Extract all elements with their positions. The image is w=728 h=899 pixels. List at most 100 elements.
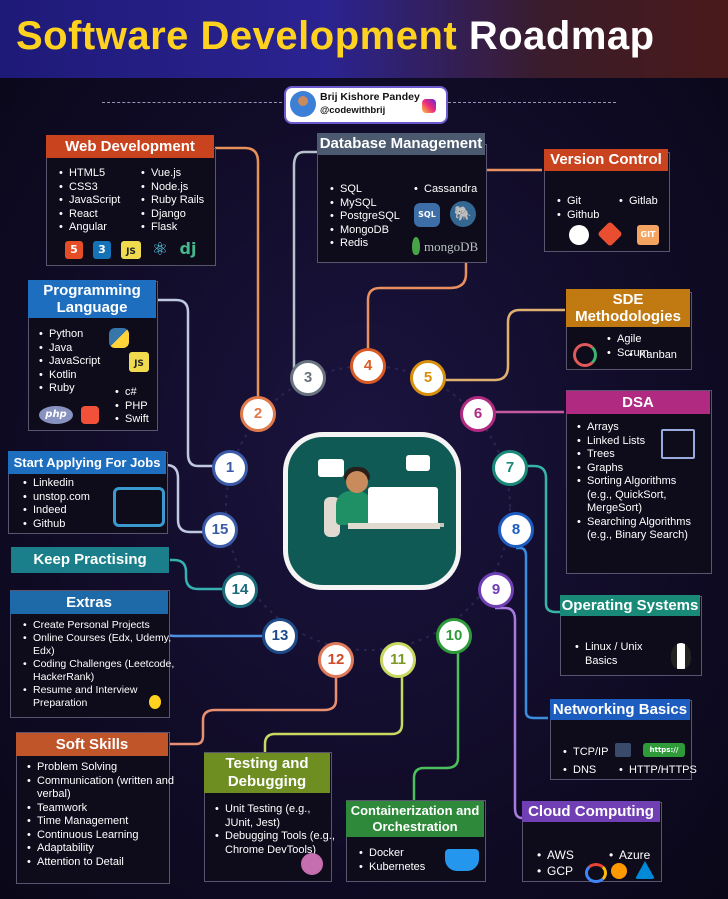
list-item: Kubernetes [359, 861, 425, 875]
list-item: Graphs [577, 462, 699, 476]
testing-debugging-card: Testing and Debugging Unit Testing (e.g.… [204, 752, 335, 882]
sde-methodologies-card: SDE Methodologies Agile Scrum Kanban [566, 289, 692, 370]
list-item: Searching Algorithms (e.g., Binary Searc… [577, 516, 699, 543]
list-item: Java [39, 342, 100, 356]
mongodb-leaf-icon [412, 237, 420, 255]
list-item: Vue.js [141, 167, 204, 181]
step-9: 9 [478, 572, 514, 608]
cloud-list-col2: Azure [605, 847, 650, 863]
web-list-col1: HTML5 CSS3 JavaScript React Angular [55, 167, 120, 235]
list-item: MongoDB [330, 224, 400, 238]
desk [348, 523, 440, 529]
developer-body [336, 491, 372, 525]
networking-basics-card: Networking Basics TCP/IP DNS HTTP/HTTPS … [550, 699, 697, 780]
gcp-icon [585, 863, 607, 883]
step-4: 4 [350, 348, 386, 384]
database-management-title: Database Management [317, 133, 485, 155]
containerization-card: Containerization and Orchestration Docke… [346, 800, 486, 882]
react-icon: ⚛ [151, 239, 169, 260]
list-item: Create Personal Projects [23, 619, 177, 632]
list-item: Kanban [629, 349, 677, 363]
database-management-card: Database Management SQL MySQL PostgreSQL… [317, 133, 487, 263]
list-item: GCP [537, 863, 574, 879]
laptop-icon [368, 487, 438, 525]
networking-basics-title: Networking Basics [550, 699, 690, 720]
list-item: React [59, 208, 120, 222]
list-item: Github [23, 518, 90, 532]
avatar [290, 91, 316, 117]
step-10: 10 [436, 618, 472, 654]
code-window-icon [406, 455, 430, 471]
azure-icon [635, 861, 655, 879]
list-item: Github [557, 209, 600, 223]
title-bar: Software Development Roadmap [0, 0, 728, 78]
aws-icon [611, 863, 627, 879]
list-item: MySQL [330, 197, 400, 211]
list-item: Redis [330, 237, 400, 251]
git-file-icon: GIT [637, 225, 659, 245]
extras-title: Extras [10, 591, 168, 614]
javascript-icon: JS [129, 352, 149, 372]
list-item: Problem Solving [27, 761, 177, 775]
step-13: 13 [262, 618, 298, 654]
list-item: PHP [115, 400, 149, 414]
title-part1: Software Development [16, 14, 458, 58]
soft-skills-card: Soft Skills Problem Solving Communicatio… [16, 732, 174, 884]
center-illustration [283, 432, 461, 590]
list-item: Time Management [27, 815, 177, 829]
author-handle: @codewithbrij [320, 105, 386, 116]
mongodb-logo: mongoDB [424, 239, 479, 254]
version-control-title: Version Control [544, 149, 668, 171]
title-part2: Roadmap [468, 14, 655, 58]
db-list-col2: Cassandra [410, 183, 477, 197]
list-item: DNS [563, 761, 608, 779]
prog-list-col1: Python Java JavaScript Kotlin Ruby [35, 328, 100, 396]
db-list-col1: SQL MySQL PostgreSQL MongoDB Redis [326, 183, 400, 251]
list-item: Ruby Rails [141, 194, 204, 208]
web-development-card: Web Development HTML5 CSS3 JavaScript Re… [46, 135, 216, 266]
list-item: CSS3 [59, 181, 120, 195]
list-item: Debugging Tools (e.g., Chrome DevTools) [215, 830, 337, 857]
list-item: Sorting Algorithms (e.g., QuickSort, Mer… [577, 475, 699, 516]
step-12: 12 [318, 642, 354, 678]
list-item: Angular [59, 221, 120, 235]
page-title: Software Development Roadmap [16, 14, 655, 59]
vc-list-col1: Git Github [553, 195, 600, 223]
jobs-list: Linkedin unstop.com Indeed Github [19, 477, 90, 531]
step-2: 2 [240, 396, 276, 432]
net-list-col1: TCP/IP DNS [559, 743, 609, 779]
list-item: HTML5 [59, 167, 120, 181]
prog-list-col2: c# PHP Swift [111, 386, 149, 427]
testing-debugging-title: Testing and Debugging [204, 753, 330, 793]
vc-list-col2: Gitlab [615, 195, 658, 209]
list-item: Python [39, 328, 100, 342]
list-item: Teamwork [27, 802, 177, 816]
divider-right [448, 102, 616, 103]
css3-icon: 3 [93, 241, 111, 259]
step-6: 6 [460, 396, 496, 432]
list-item: JavaScript [39, 355, 100, 369]
list-item: SQL [330, 183, 400, 197]
list-item: Agile [607, 333, 642, 347]
soft-skills-title: Soft Skills [16, 733, 168, 756]
step-15: 15 [202, 512, 238, 548]
step-3: 3 [290, 360, 326, 396]
list-item: Linked Lists [577, 435, 699, 449]
list-item: Coding Challenges (Leetcode, HackerRank) [23, 658, 177, 684]
list-item: Communication (written and verbal) [27, 775, 177, 802]
list-item: Git [557, 195, 599, 209]
list-item: Unit Testing (e.g., JUnit, Jest) [215, 803, 337, 830]
data-structures-icon [661, 429, 695, 459]
network-router-icon [615, 743, 631, 757]
list-item: Django [141, 208, 204, 222]
python-icon [109, 328, 129, 348]
list-item: Gitlab [619, 195, 658, 209]
operating-systems-title: Operating Systems [560, 595, 700, 616]
list-item: Attention to Detail [27, 856, 177, 870]
list-item: Azure [609, 847, 650, 863]
soft-skills-list: Problem Solving Communication (written a… [23, 761, 177, 869]
list-item: unstop.com [23, 491, 90, 505]
dsa-title: DSA [566, 391, 710, 414]
operating-systems-card: Operating Systems Linux / Unix Basics [560, 595, 702, 676]
